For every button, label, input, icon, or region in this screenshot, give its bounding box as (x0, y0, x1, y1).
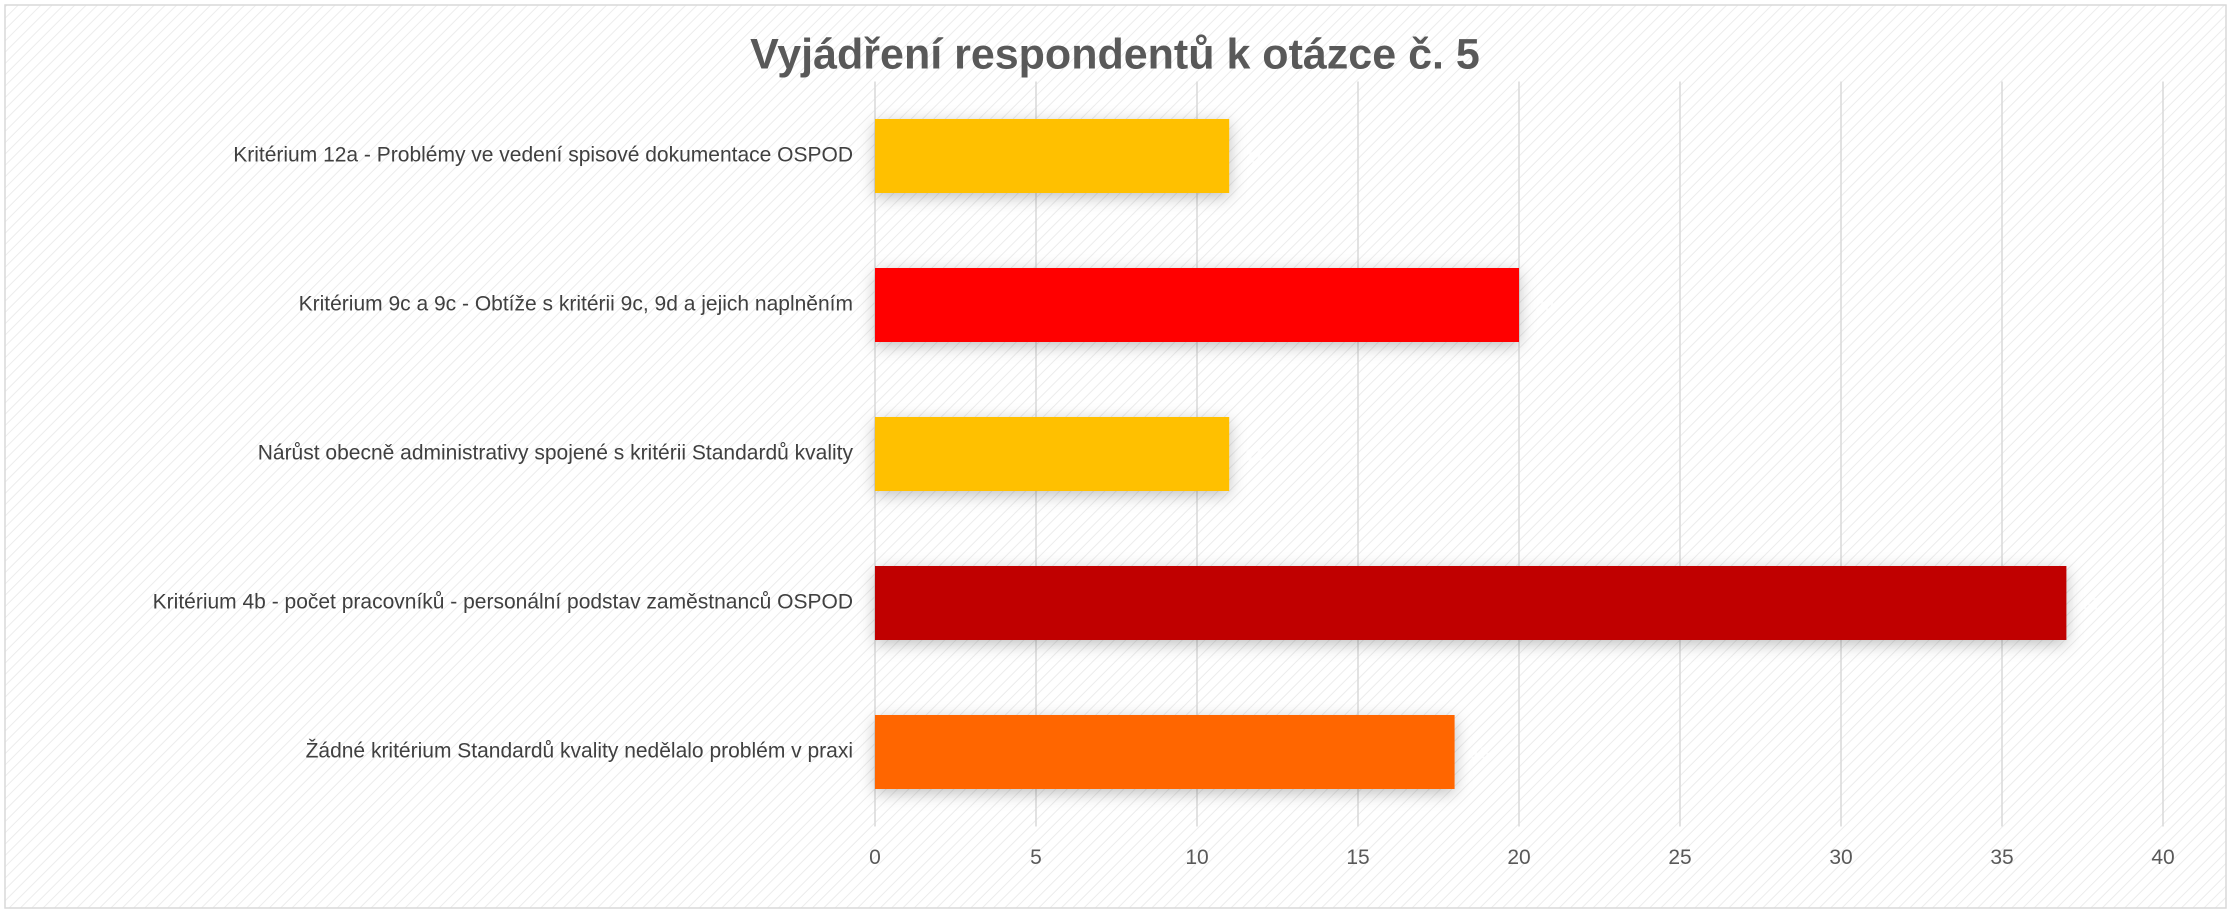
x-tick-label: 40 (2151, 846, 2174, 869)
x-tick-label: 20 (1507, 846, 1530, 869)
x-tick-label: 0 (869, 846, 881, 869)
bar (875, 715, 1455, 789)
data-label: 18 (1471, 743, 1490, 762)
y-tick-label: Žádné kritérium Standardů kvality neděla… (306, 740, 853, 763)
bar (875, 417, 1230, 491)
y-tick-label: Nárůst obecně administrativy spojené s k… (258, 442, 854, 465)
x-tick-label: 35 (1990, 846, 2013, 869)
chart-title: Vyjádření respondentů k otázce č. 5 (750, 30, 1480, 78)
y-tick-label: Kritérium 4b - počet pracovníků - person… (153, 591, 853, 614)
y-tick-label: Kritérium 12a - Problémy ve vedení spiso… (233, 144, 853, 167)
bar (875, 268, 1519, 342)
bar (875, 119, 1230, 193)
data-label: 11 (1245, 445, 1263, 464)
y-tick-label: Kritérium 9c a 9c - Obtíže s kritérii 9c… (299, 293, 853, 316)
x-tick-label: 5 (1030, 846, 1042, 869)
bar (875, 566, 2067, 640)
x-tick-label: 30 (1829, 846, 1852, 869)
x-tick-label: 15 (1346, 846, 1369, 869)
data-label: 20 (1535, 296, 1554, 315)
x-tick-label: 25 (1668, 846, 1691, 869)
data-label: 37 (2082, 594, 2101, 613)
x-tick-label: 10 (1185, 846, 1208, 869)
data-label: 11 (1245, 147, 1263, 166)
